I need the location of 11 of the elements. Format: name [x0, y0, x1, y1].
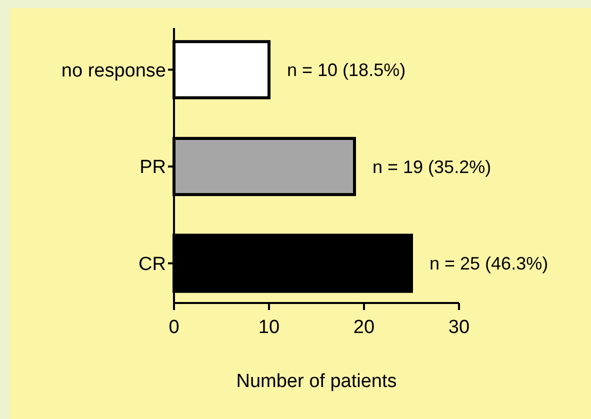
x-tick-label: 10 [258, 317, 280, 338]
x-axis-title: Number of patients [236, 371, 397, 392]
x-tick-label: 0 [168, 317, 180, 338]
x-tick-label: 20 [353, 317, 375, 338]
y-tick-label: no response [61, 60, 166, 82]
y-tick-label: CR [138, 254, 166, 275]
data-label: n = 25 (46.3%) [430, 254, 548, 274]
data-label: n = 19 (35.2%) [372, 156, 492, 177]
data-label: n = 10 (18.5%) [287, 60, 406, 80]
x-tick-label: 30 [448, 317, 470, 338]
y-tick-label: PR [140, 157, 166, 178]
